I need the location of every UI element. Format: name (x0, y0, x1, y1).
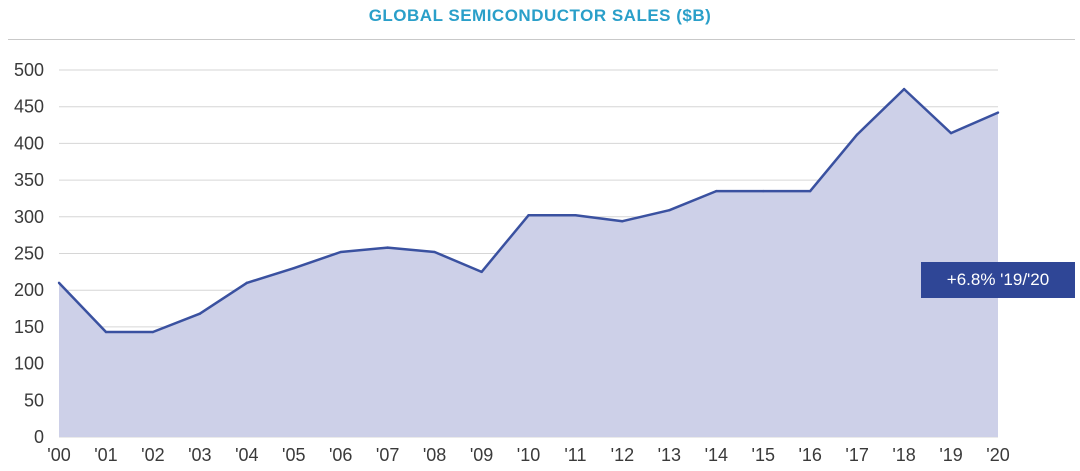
data-point-14 (715, 189, 718, 193)
data-point-18 (902, 87, 906, 91)
data-point-5 (292, 266, 295, 270)
title-divider (8, 39, 1075, 40)
x-tick-label: '15 (752, 445, 775, 465)
data-points (57, 87, 1000, 334)
data-point-6 (339, 250, 342, 254)
data-point-13 (668, 208, 671, 212)
y-tick-label: 450 (14, 97, 44, 117)
data-point-12 (621, 220, 624, 223)
y-axis: 0 50 100 150 200 250 300 350 400 450 500 (14, 60, 44, 447)
y-tick-label: 0 (34, 427, 44, 447)
y-tick-label: 250 (14, 244, 44, 264)
data-point-1 (104, 330, 108, 334)
growth-callout: +6.8% '19/'20 (921, 262, 1075, 298)
x-tick-label: '11 (564, 445, 586, 465)
data-point-11 (574, 214, 577, 217)
x-tick-label: '19 (939, 445, 962, 465)
x-tick-label: '04 (235, 445, 258, 465)
x-tick-label: '17 (845, 445, 868, 465)
x-axis: '00 '01 '02 '03 '04 '05 '06 '07 '08 '09 '10 '11 '12 '… (47, 445, 1009, 465)
area-fill (59, 89, 998, 437)
x-tick-label: '07 (376, 445, 399, 465)
y-tick-label: 500 (14, 60, 44, 80)
data-point-8 (433, 250, 436, 254)
x-tick-label: '06 (329, 445, 352, 465)
data-point-16 (809, 189, 812, 193)
x-tick-label: '14 (705, 445, 728, 465)
x-tick-label: '08 (423, 445, 446, 465)
chart-title: GLOBAL SEMICONDUCTOR SALES ($B) (368, 6, 712, 25)
y-tick-label: 200 (14, 280, 44, 300)
y-tick-label: 150 (14, 317, 44, 337)
data-point-9 (480, 270, 483, 274)
data-point-15 (762, 189, 765, 193)
data-point-17 (855, 133, 859, 136)
y-tick-label: 100 (14, 354, 44, 374)
x-tick-label: '16 (798, 445, 821, 465)
x-tick-label: '03 (188, 445, 211, 465)
x-tick-label: '02 (141, 445, 164, 465)
x-tick-label: '01 (94, 445, 117, 465)
y-tick-label: 300 (14, 207, 44, 227)
x-tick-label: '20 (986, 445, 1009, 465)
x-tick-label: '13 (658, 445, 681, 465)
data-point-2 (151, 330, 155, 334)
data-point-10 (527, 214, 530, 217)
data-point-0 (57, 281, 61, 285)
data-point-3 (198, 312, 202, 315)
x-tick-label: '05 (282, 445, 305, 465)
data-point-4 (245, 281, 248, 285)
x-tick-label: '09 (470, 445, 493, 465)
y-tick-label: 400 (14, 133, 44, 153)
data-point-7 (386, 246, 389, 249)
x-tick-label: '12 (611, 445, 634, 465)
y-tick-label: 350 (14, 170, 44, 190)
data-point-20 (996, 111, 1000, 114)
x-tick-label: '18 (892, 445, 915, 465)
x-tick-label: '10 (517, 445, 540, 465)
x-tick-label: '00 (47, 445, 70, 465)
data-point-19 (949, 131, 953, 135)
y-tick-label: 50 (24, 390, 44, 410)
